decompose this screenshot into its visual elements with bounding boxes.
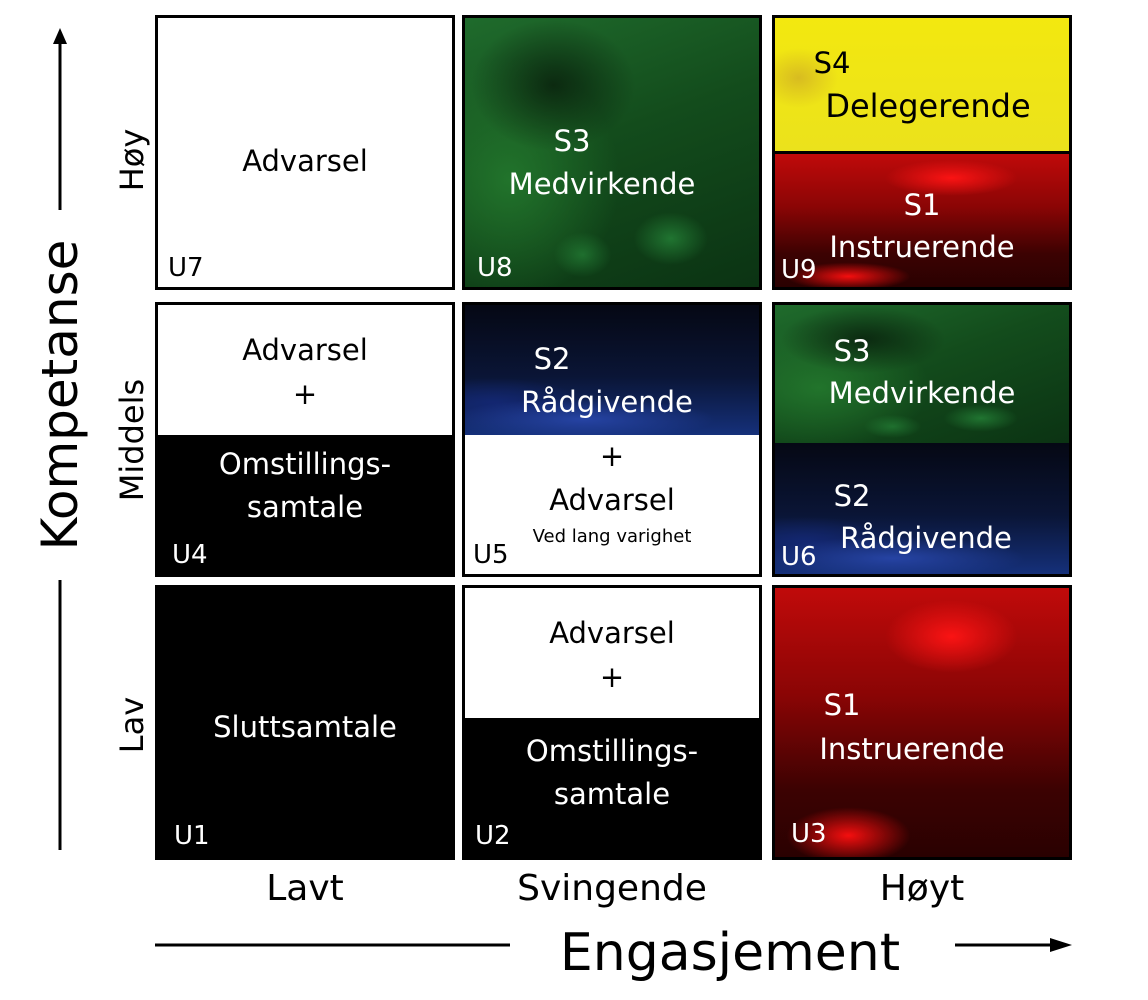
- y-axis-title: Kompetanse: [31, 239, 89, 551]
- cell-u7-text: Advarsel: [242, 144, 368, 178]
- cell-u8: S3 Medvirkende U8: [462, 15, 762, 290]
- cell-u2-bottom: Omstillings- samtale U2: [465, 718, 759, 857]
- cell-u2-bottom-line1: Omstillings-: [525, 734, 699, 768]
- cell-u2-bottom-line2: samtale: [553, 777, 671, 811]
- y-level-mid: Middels: [113, 378, 151, 502]
- x-axis-title: Engasjement: [559, 923, 901, 983]
- cell-u5-top-line1: S2: [533, 342, 571, 376]
- cell-u5-top: S2 Rådgivende: [465, 305, 759, 435]
- y-axis: Kompetanse: [0, 0, 110, 880]
- cell-u3: S1 Instruerende U3: [772, 585, 1072, 860]
- cell-u5-top-line2: Rådgivende: [521, 385, 693, 419]
- cell-u4: Advarsel + Omstillings- samtale U4: [155, 302, 455, 577]
- cell-u2-code: U2: [475, 821, 511, 851]
- cell-u5-bottom: + Advarsel Ved lang varighet U5: [465, 435, 759, 574]
- cell-u4-bottom-line2: samtale: [246, 490, 364, 524]
- cell-u9-top-line1: S4: [813, 46, 851, 80]
- cell-u9-bottom: S1 Instruerende U9: [775, 154, 1069, 287]
- x-level-high: Høyt: [879, 868, 965, 909]
- y-level-high: Høy: [113, 128, 151, 192]
- cell-u9-top: S4 Delegerende: [775, 18, 1069, 154]
- cell-u5-bottom-line1: +: [599, 439, 625, 473]
- cell-u4-top: Advarsel +: [158, 305, 452, 435]
- cell-u2-top-line1: Advarsel: [549, 616, 675, 650]
- cell-u8-line1: S3: [553, 124, 591, 158]
- cell-u9: S4 Delegerende S1 Instruerende U9: [772, 15, 1072, 290]
- cell-u2: Advarsel + Omstillings- samtale U2: [462, 585, 762, 860]
- cell-u6-code: U6: [781, 542, 817, 572]
- cell-u4-code: U4: [172, 540, 208, 570]
- cell-u6-bottom-line1: S2: [833, 479, 871, 513]
- cell-u3-line2: Instruerende: [819, 732, 1005, 766]
- cell-u8-line2: Medvirkende: [508, 167, 696, 201]
- cell-u4-bottom-line1: Omstillings-: [218, 447, 392, 481]
- cell-u7-code: U7: [168, 253, 204, 283]
- cell-u9-code: U9: [781, 255, 817, 285]
- y-level-low: Lav: [113, 696, 151, 754]
- cell-u4-top-line2: +: [292, 377, 318, 411]
- cell-u3-line1: S1: [823, 688, 861, 722]
- cell-u8-code: U8: [477, 253, 513, 283]
- cell-u6-top-line2: Medvirkende: [828, 376, 1016, 410]
- cell-u5: S2 Rådgivende + Advarsel Ved lang varigh…: [462, 302, 762, 577]
- cell-u6: S3 Medvirkende S2 Rådgivende U6: [772, 302, 1072, 577]
- cell-u5-bottom-line2: Advarsel: [549, 483, 675, 517]
- cell-u1: Sluttsamtale U1: [155, 585, 455, 860]
- cell-u7: Advarsel U7: [155, 15, 455, 290]
- cell-u9-bottom-line2: Instruerende: [829, 230, 1015, 264]
- cell-u6-bottom-line2: Rådgivende: [840, 521, 1012, 555]
- cell-u1-code: U1: [174, 821, 210, 851]
- cell-u9-top-line2: Delegerende: [825, 87, 1031, 125]
- cell-u2-top-line2: +: [599, 660, 625, 694]
- cell-u6-top-line1: S3: [833, 334, 871, 368]
- x-axis-arrow: [155, 938, 1072, 952]
- y-axis-arrow: [53, 28, 67, 850]
- cell-u5-code: U5: [473, 540, 509, 570]
- cell-u3-code: U3: [791, 819, 827, 849]
- cell-u5-bottom-note: Ved lang varighet: [532, 526, 692, 547]
- cell-u4-top-line1: Advarsel: [242, 333, 368, 367]
- x-level-low: Lavt: [266, 868, 344, 909]
- cell-u2-top: Advarsel +: [465, 588, 759, 718]
- cell-u1-text: Sluttsamtale: [213, 710, 397, 744]
- cell-u4-bottom: Omstillings- samtale U4: [158, 435, 452, 574]
- x-level-mid: Svingende: [517, 868, 707, 909]
- cell-u6-bottom: S2 Rådgivende U6: [775, 443, 1069, 574]
- cell-u9-bottom-line1: S1: [903, 188, 941, 222]
- cell-u6-top: S3 Medvirkende: [775, 305, 1069, 443]
